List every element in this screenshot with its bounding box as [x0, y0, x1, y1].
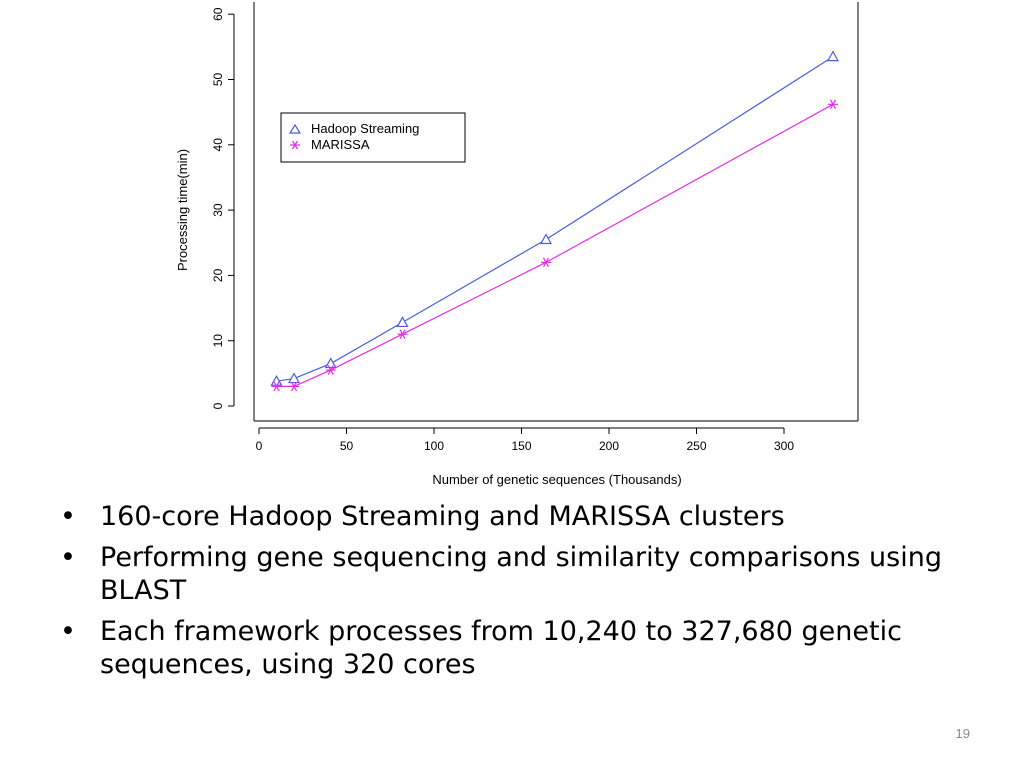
x-tick-label: 50 [340, 439, 354, 453]
y-axis: 0 10 20 30 40 50 60 [211, 7, 235, 409]
x-tick-label: 250 [686, 439, 706, 453]
x-tick-label: 0 [256, 439, 263, 453]
y-tick-label: 30 [211, 203, 225, 217]
bullet-item: • Each framework processes from 10,240 to… [58, 615, 978, 681]
series-layer [270, 50, 840, 392]
slide-number: 19 [955, 726, 970, 741]
legend-asterisk-icon [290, 140, 300, 150]
bullet-dot: • [60, 501, 76, 532]
x-axis-label: Number of genetic sequences (Thousands) [432, 472, 681, 487]
y-tick-label: 60 [211, 7, 225, 21]
legend-label-marissa: MARISSA [311, 137, 370, 152]
legend-label-hadoop: Hadoop Streaming [311, 121, 419, 136]
series-marissa [271, 99, 838, 392]
x-tick-label: 200 [599, 439, 619, 453]
bullet-item: • 160-core Hadoop Streaming and MARISSA c… [58, 500, 978, 533]
plot-frame [253, 2, 859, 422]
x-axis: 0 50 100 150 200 250 300 [256, 427, 794, 453]
y-tick-label: 0 [211, 402, 225, 409]
series-line-hadoop-streaming [276, 56, 834, 382]
y-tick-label: 20 [211, 268, 225, 282]
data-point-marissa [397, 329, 408, 339]
bullet-dot: • [60, 616, 76, 647]
bullet-text: Performing gene sequencing and similarit… [100, 542, 942, 606]
data-point-marissa [289, 381, 299, 392]
legend: Hadoop Streaming MARISSA [280, 112, 466, 163]
data-point-marissa [325, 365, 336, 375]
legend-box [280, 112, 466, 163]
series-hadoop-streaming [270, 50, 840, 386]
data-point-hadoop-streaming [324, 357, 337, 369]
data-point-hadoop-streaming [396, 316, 409, 328]
data-point-hadoop-streaming [826, 50, 840, 62]
bullet-text: Each framework processes from 10,240 to … [100, 616, 902, 680]
data-point-marissa [828, 99, 838, 110]
bullet-text: 160-core Hadoop Streaming and MARISSA cl… [100, 501, 785, 532]
y-tick-label: 50 [211, 73, 225, 87]
data-point-marissa [541, 257, 551, 268]
legend-triangle-icon [288, 123, 302, 134]
bullet-list: • 160-core Hadoop Streaming and MARISSA c… [58, 500, 978, 689]
bullet-dot: • [60, 542, 76, 573]
chart: 0 10 20 30 40 50 60 0 50 100 150 200 250 300 Process… [175, 2, 859, 487]
y-tick-label: 40 [211, 138, 225, 152]
data-point-hadoop-streaming [539, 233, 553, 245]
y-axis-label: Processing time(min) [175, 149, 190, 271]
data-point-hadoop-streaming [287, 372, 301, 384]
bullet-item: • Performing gene sequencing and similari… [58, 541, 978, 607]
data-point-marissa [271, 381, 282, 392]
y-tick-label: 10 [211, 334, 225, 348]
x-tick-label: 300 [774, 439, 794, 453]
x-tick-label: 150 [511, 439, 531, 453]
x-tick-label: 100 [424, 439, 444, 453]
